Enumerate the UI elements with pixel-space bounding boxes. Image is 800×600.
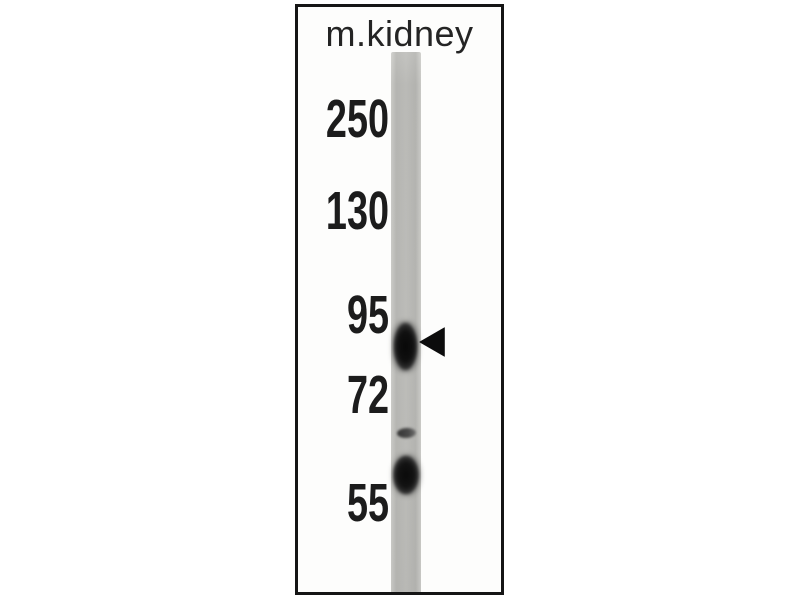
- western-blot-panel: m.kidney 250 130 95 72 55: [295, 4, 504, 595]
- main-protein-band: [393, 322, 418, 371]
- lane-title: m.kidney: [325, 13, 474, 54]
- marker-label-250: 250: [325, 89, 389, 149]
- lower-protein-band: [393, 455, 420, 495]
- marker-label-130: 130: [325, 181, 389, 241]
- marker-label-72: 72: [346, 365, 389, 425]
- band-arrowhead-icon: [419, 327, 445, 357]
- marker-label-55: 55: [346, 473, 389, 533]
- marker-label-95: 95: [346, 285, 389, 345]
